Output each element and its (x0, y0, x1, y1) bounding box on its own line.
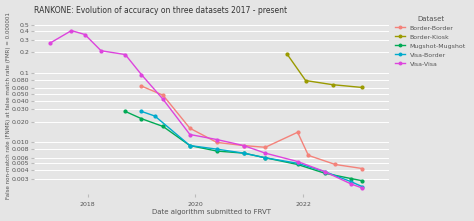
Border-Border (241, 144, 246, 147)
Line: Visa-Border: Visa-Border (140, 110, 364, 188)
Mugshot-Mugshot (214, 150, 219, 152)
Mugshot-Mugshot (263, 156, 268, 159)
Visa-Visa (359, 187, 365, 189)
Visa-Visa (263, 152, 268, 154)
Visa-Visa (138, 73, 144, 76)
Visa-Border (263, 156, 268, 159)
Border-Border (138, 85, 144, 87)
Visa-Visa (47, 42, 53, 44)
Y-axis label: False non-match rate (FNMR) at false match rate (FMR) = 0.000001: False non-match rate (FNMR) at false mat… (6, 12, 10, 199)
Visa-Border (138, 110, 144, 113)
Border-Border (263, 146, 268, 149)
Border-Border (306, 154, 311, 157)
Visa-Border (241, 152, 246, 154)
Border-Border (160, 94, 166, 97)
Visa-Visa (187, 133, 193, 136)
Line: Border-Border: Border-Border (140, 85, 364, 170)
Visa-Visa (122, 53, 128, 56)
Mugshot-Mugshot (295, 163, 301, 166)
Mugshot-Mugshot (348, 177, 354, 180)
Border-Border (295, 131, 301, 134)
Visa-Visa (214, 138, 219, 141)
Legend: Border-Border, Border-Kiosk, Mugshot-Mugshot, Visa-Border, Visa-Visa: Border-Border, Border-Kiosk, Mugshot-Mug… (392, 13, 468, 69)
Visa-Visa (160, 98, 166, 101)
Visa-Visa (241, 144, 246, 147)
Text: RANKONE: Evolution of accuracy on three datasets 2017 - present: RANKONE: Evolution of accuracy on three … (34, 6, 287, 15)
Border-Kiosk (330, 83, 336, 86)
Mugshot-Mugshot (138, 117, 144, 120)
Line: Mugshot-Mugshot: Mugshot-Mugshot (124, 110, 364, 182)
Visa-Visa (98, 50, 104, 52)
Line: Visa-Visa: Visa-Visa (48, 29, 364, 189)
Border-Kiosk (359, 86, 365, 89)
Visa-Border (348, 181, 354, 183)
Visa-Border (187, 144, 193, 147)
Visa-Visa (82, 33, 88, 36)
Mugshot-Mugshot (122, 110, 128, 113)
Visa-Border (214, 148, 219, 151)
Visa-Visa (69, 29, 74, 32)
Visa-Border (295, 162, 301, 165)
Visa-Visa (322, 170, 328, 173)
Border-Border (359, 167, 365, 170)
Mugshot-Mugshot (160, 125, 166, 128)
Mugshot-Mugshot (241, 152, 246, 154)
Visa-Visa (348, 183, 354, 185)
Visa-Visa (295, 160, 301, 163)
Border-Border (187, 127, 193, 130)
Mugshot-Mugshot (322, 172, 328, 175)
Mugshot-Mugshot (187, 144, 193, 147)
X-axis label: Date algorithm submitted to FRVT: Date algorithm submitted to FRVT (152, 210, 271, 215)
Border-Border (214, 141, 219, 144)
Visa-Border (322, 170, 328, 173)
Mugshot-Mugshot (359, 179, 365, 182)
Line: Border-Kiosk: Border-Kiosk (285, 52, 364, 89)
Visa-Border (359, 185, 365, 188)
Border-Border (332, 163, 338, 166)
Visa-Border (152, 115, 158, 117)
Border-Kiosk (284, 52, 290, 55)
Border-Kiosk (303, 79, 309, 82)
